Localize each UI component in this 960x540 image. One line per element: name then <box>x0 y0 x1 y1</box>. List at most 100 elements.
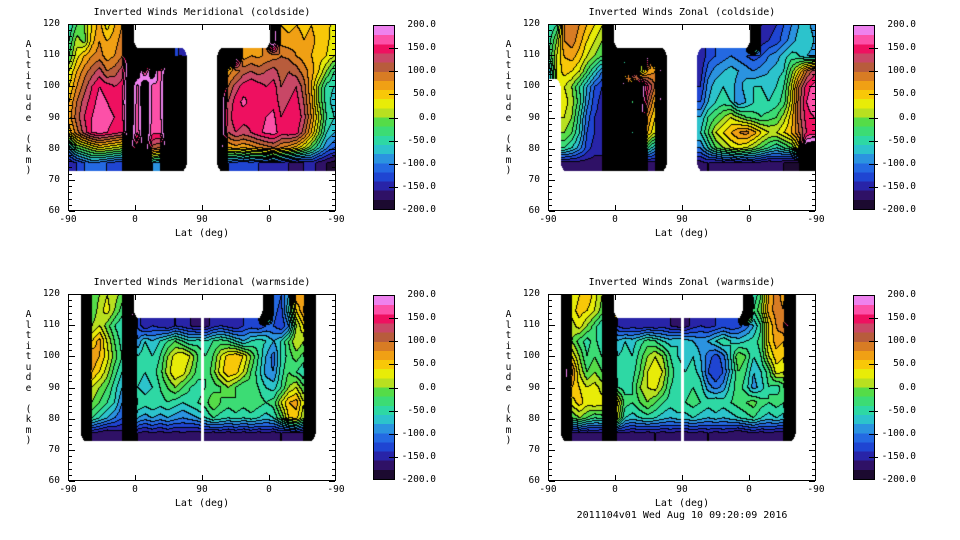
y-axis-tick <box>549 481 555 482</box>
colorbar-tick <box>389 434 398 435</box>
y-axis-tick <box>69 338 72 339</box>
y-axis-tick <box>549 167 552 168</box>
y-axis-tick <box>69 136 72 137</box>
y-axis-tick <box>332 174 335 175</box>
y-axis-label-char: A <box>505 309 512 320</box>
x-tick-label: 90 <box>676 484 688 495</box>
x-tick-label: 0 <box>612 214 618 225</box>
y-axis-tick <box>812 93 815 94</box>
y-axis-tick <box>549 400 552 401</box>
colorbar-tick <box>869 118 878 119</box>
y-axis-tick <box>69 111 72 112</box>
y-axis-tick <box>329 118 335 119</box>
y-axis-tick <box>549 394 552 395</box>
y-axis-tick <box>812 80 815 81</box>
y-axis-tick <box>69 469 72 470</box>
x-axis-label: Lat (deg) <box>654 498 710 509</box>
y-axis-tick <box>332 142 335 143</box>
y-axis-label-char: t <box>25 351 32 362</box>
y-axis-tick <box>332 338 335 339</box>
x-tick-label: -90 <box>539 484 557 495</box>
y-tick-label: 110 <box>522 49 540 61</box>
y-axis-label-char: ( <box>25 133 32 145</box>
colorbar-tick-label: -50.0 <box>407 134 436 146</box>
y-axis-tick <box>549 186 552 187</box>
y-axis-tick <box>69 80 72 81</box>
y-axis-tick <box>69 186 72 187</box>
y-axis-label-char: m <box>25 154 32 166</box>
y-axis-tick <box>69 369 72 370</box>
y-axis-tick <box>549 450 555 451</box>
y-axis-label-char: t <box>505 81 512 92</box>
y-tick-label: 70 <box>528 443 540 455</box>
y-axis-label-char: t <box>505 351 512 362</box>
y-axis-tick <box>549 425 552 426</box>
y-axis-tick <box>332 167 335 168</box>
y-axis-tick <box>332 36 335 37</box>
y-axis-tick <box>812 205 815 206</box>
colorbar-tick-label: -50.0 <box>887 134 916 146</box>
x-axis-tick <box>202 25 203 30</box>
y-axis-tick <box>549 412 552 413</box>
y-axis-label-char: ) <box>505 435 512 446</box>
y-axis-tick <box>549 130 552 131</box>
y-axis-tick <box>69 105 72 106</box>
y-axis-tick <box>69 456 72 457</box>
y-axis-tick <box>549 99 552 100</box>
y-axis-tick <box>69 462 72 463</box>
y-axis-tick <box>549 199 552 200</box>
colorbar-tick <box>869 71 878 72</box>
x-axis-tick <box>749 25 750 30</box>
y-axis-tick <box>549 161 552 162</box>
y-axis-tick <box>332 444 335 445</box>
y-axis-label-char: t <box>25 81 32 92</box>
y-tick-label: 60 <box>528 205 540 216</box>
y-axis-label-char: u <box>505 361 512 373</box>
y-axis-tick <box>809 481 815 482</box>
y-axis-tick <box>329 211 335 212</box>
colorbar-tick-label: -150.0 <box>881 450 916 462</box>
colorbar-tick <box>869 457 878 458</box>
y-axis-tick <box>332 130 335 131</box>
colorbar-tick <box>869 94 878 95</box>
y-axis-label-char: m <box>25 424 32 436</box>
y-axis-tick <box>549 356 555 357</box>
colorbar-tick-label: 50.0 <box>893 358 916 370</box>
contour-canvas <box>69 25 335 210</box>
y-axis-tick <box>332 205 335 206</box>
y-axis-label-char: e <box>25 112 32 124</box>
y-axis-tick <box>332 375 335 376</box>
y-tick-label: 80 <box>48 412 60 424</box>
y-axis-tick <box>69 425 72 426</box>
y-axis-tick <box>812 400 815 401</box>
y-axis-tick <box>332 394 335 395</box>
y-axis-tick <box>549 149 555 150</box>
y-axis-tick <box>549 294 555 295</box>
colorbar-tick-label: 200.0 <box>407 19 436 30</box>
x-axis-tick <box>269 205 270 210</box>
y-axis-tick <box>332 344 335 345</box>
y-axis-tick <box>809 211 815 212</box>
colorbar-tick-label: -150.0 <box>401 180 436 192</box>
x-tick-label: 0 <box>612 484 618 495</box>
y-axis-tick <box>69 36 72 37</box>
y-axis-tick <box>69 306 72 307</box>
y-axis-label-char: d <box>505 372 512 383</box>
x-axis-tick <box>135 295 136 300</box>
y-axis-label-char: A <box>505 39 512 50</box>
colorbar-tick-label: 100.0 <box>887 65 916 77</box>
y-tick-label: 120 <box>42 18 60 29</box>
y-axis-tick <box>332 111 335 112</box>
y-axis-label-char: m <box>505 424 512 436</box>
y-axis-tick <box>332 475 335 476</box>
y-axis-tick <box>812 111 815 112</box>
y-axis-tick <box>329 356 335 357</box>
y-axis-tick <box>332 425 335 426</box>
colorbar-tick <box>389 141 398 142</box>
y-axis-tick <box>812 375 815 376</box>
colorbar-tick <box>389 94 398 95</box>
y-axis-tick <box>812 192 815 193</box>
colorbar-tick <box>389 71 398 72</box>
colorbar-tick-label: 0.0 <box>418 381 436 393</box>
